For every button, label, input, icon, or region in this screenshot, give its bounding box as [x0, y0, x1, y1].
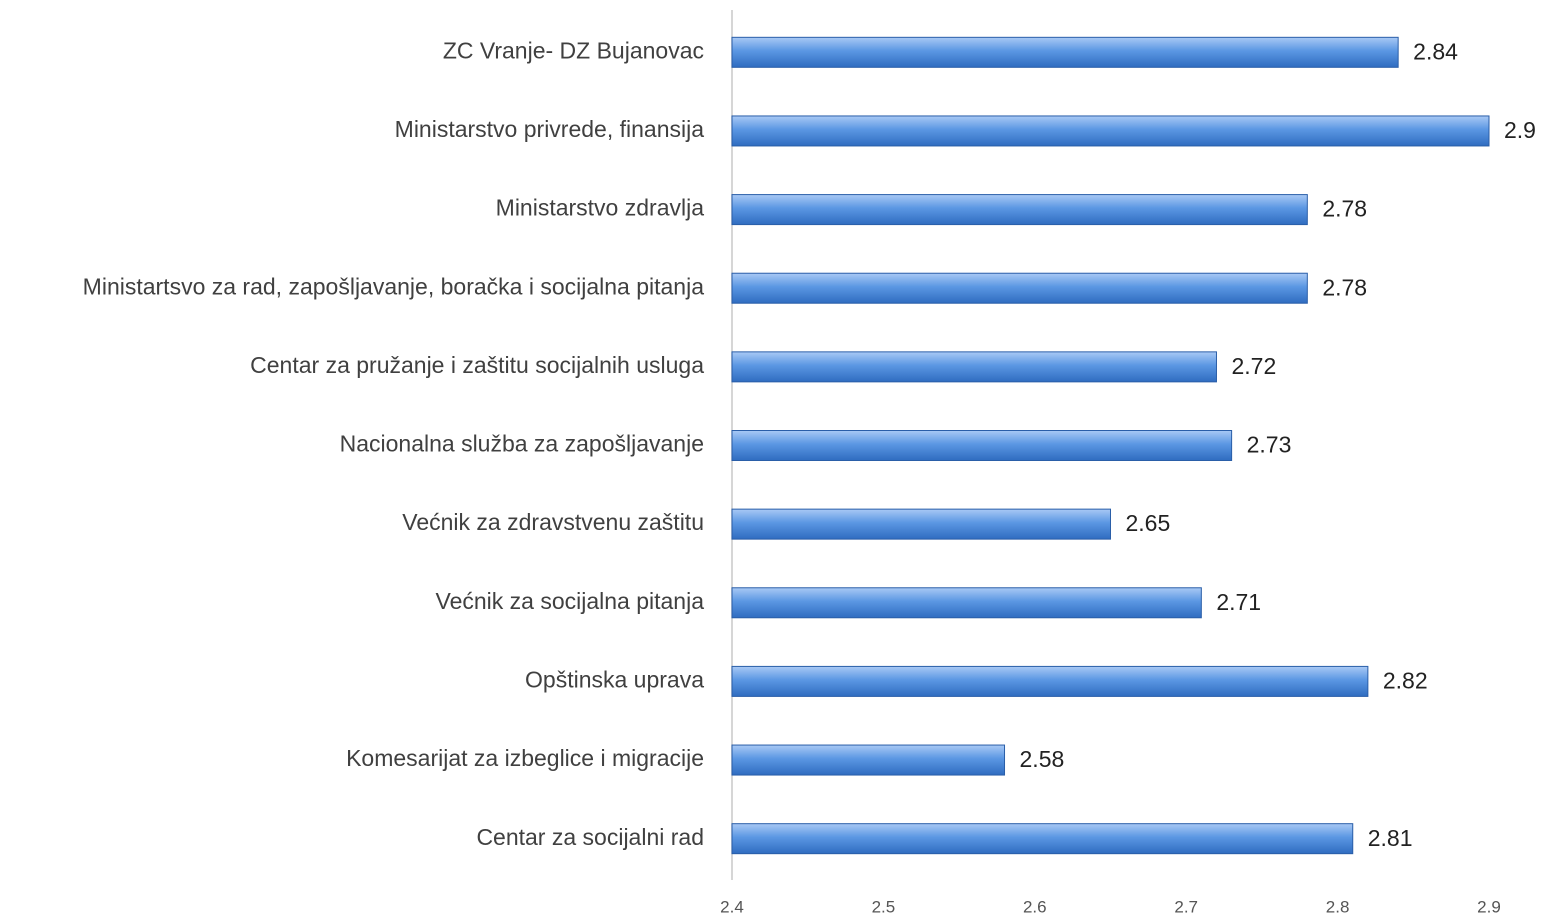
bar [731, 115, 1490, 147]
data-label: 2.84 [1413, 38, 1458, 64]
category-label: Centar za pružanje i zaštitu socijalnih … [250, 352, 704, 378]
bar [731, 823, 1354, 855]
bar [731, 36, 1399, 68]
bar [731, 430, 1233, 461]
category-label: Ministartsvo za rad, zapošljavanje, bora… [83, 273, 705, 299]
bar [731, 194, 1308, 226]
data-label: 2.65 [1126, 510, 1171, 536]
bar [731, 665, 1369, 697]
bar [731, 508, 1111, 540]
category-label: Ministarstvo zdravlja [496, 195, 705, 221]
category-label: Komesarijat za izbeglice i migracije [346, 745, 704, 771]
data-label: 2.72 [1231, 353, 1276, 379]
category-label: ZC Vranje- DZ Bujanovac [443, 37, 704, 63]
category-label: Nacionalna služba za zapošljavanje [340, 431, 704, 457]
x-tick-label: 2.4 [720, 897, 744, 916]
x-tick-label: 2.6 [1023, 897, 1047, 916]
category-label: Centar za socijalni rad [476, 824, 704, 850]
data-label: 2.78 [1322, 274, 1367, 300]
bar [731, 351, 1217, 383]
category-label: Većnik za socijalna pitanja [436, 588, 705, 614]
data-label: 2.73 [1247, 432, 1292, 458]
category-label: Većnik za zdravstvenu zaštitu [402, 509, 704, 535]
data-label: 2.9 [1504, 117, 1536, 143]
category-label: Ministarstvo privrede, finansija [395, 116, 705, 142]
bar [731, 587, 1202, 619]
data-label: 2.71 [1216, 589, 1261, 615]
category-label: Opštinska uprava [525, 666, 704, 692]
x-tick-label: 2.9 [1477, 897, 1501, 916]
x-tick-label: 2.5 [872, 897, 896, 916]
bar [731, 744, 1006, 776]
data-label: 2.58 [1020, 746, 1065, 772]
x-tick-label: 2.8 [1326, 897, 1350, 916]
x-tick-label: 2.7 [1174, 897, 1198, 916]
data-label: 2.82 [1383, 667, 1428, 693]
bar [731, 272, 1308, 304]
data-label: 2.81 [1368, 825, 1413, 851]
data-label: 2.78 [1322, 196, 1367, 222]
